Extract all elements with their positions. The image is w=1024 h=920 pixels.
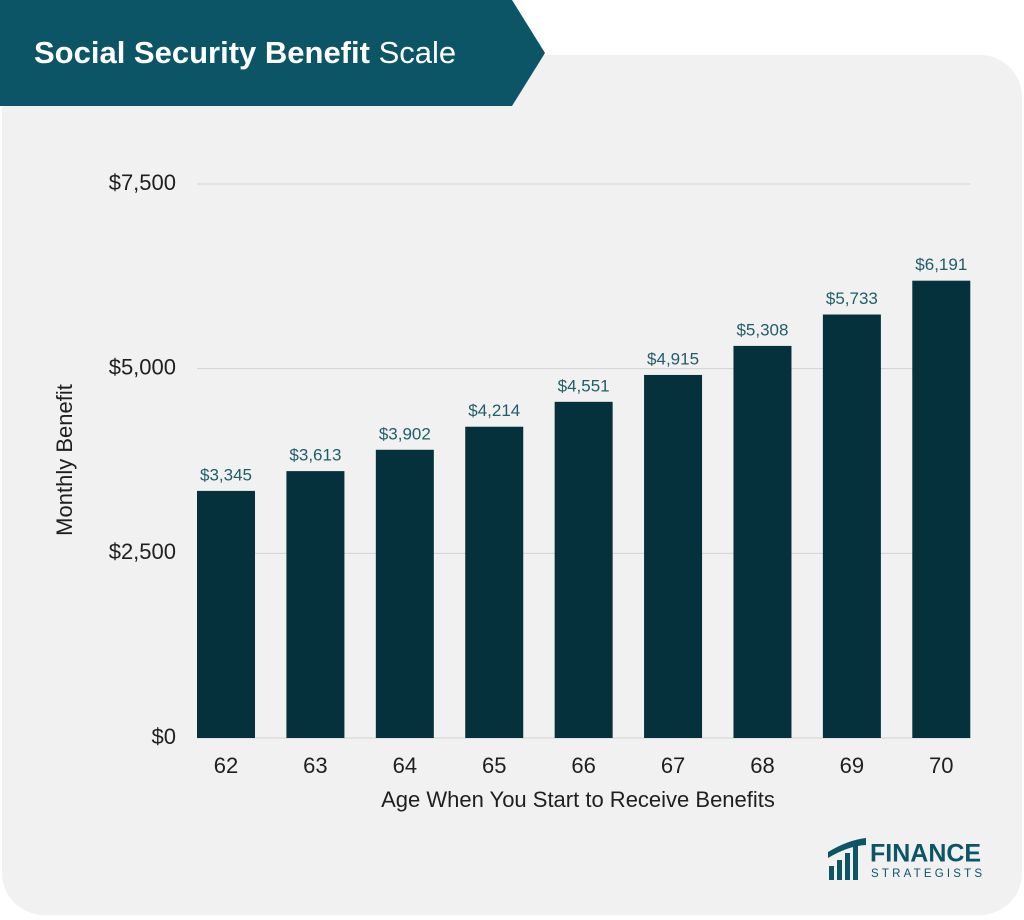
bar <box>375 449 434 738</box>
logo-tagline: STRATEGISTS <box>871 868 985 880</box>
y-tick-label: $7,500 <box>109 170 176 195</box>
value-label: $4,214 <box>468 401 520 420</box>
logo-bar <box>829 866 834 880</box>
value-label: $3,613 <box>289 446 341 465</box>
logo: FINANCE STRATEGISTS <box>828 838 985 880</box>
logo-bar <box>837 860 842 880</box>
logo-swoosh <box>828 838 866 858</box>
y-axis-title: Monthly Benefit <box>52 384 77 536</box>
value-label: $5,733 <box>826 289 878 308</box>
value-label: $6,191 <box>915 255 967 274</box>
bar <box>644 374 703 738</box>
y-tick-label: $5,000 <box>109 354 176 379</box>
logo-bar <box>845 853 850 880</box>
title-banner <box>0 0 545 106</box>
bar <box>912 280 971 738</box>
x-tick-label: 68 <box>750 753 774 778</box>
chart-title: Social Security Benefit Scale <box>34 35 456 70</box>
y-tick-label: $2,500 <box>109 539 176 564</box>
bar <box>554 401 613 738</box>
bar <box>286 471 345 738</box>
chart-title-bold: Social Security Benefit <box>34 35 370 70</box>
logo-name: FINANCE <box>870 840 981 868</box>
value-label: $4,551 <box>558 376 610 395</box>
logo-bar <box>853 846 858 880</box>
bar <box>733 345 792 738</box>
value-label: $3,902 <box>379 424 431 443</box>
x-tick-label: 67 <box>661 753 685 778</box>
x-tick-label: 64 <box>393 753 417 778</box>
value-label: $4,915 <box>647 349 699 368</box>
bar <box>197 490 256 738</box>
bar <box>822 314 881 738</box>
value-label: $3,345 <box>200 465 252 484</box>
x-tick-label: 65 <box>482 753 506 778</box>
x-tick-label: 63 <box>303 753 327 778</box>
y-tick-label: $0 <box>152 724 176 749</box>
bar <box>465 426 524 738</box>
value-label: $5,308 <box>736 320 788 339</box>
x-axis-title: Age When You Start to Receive Benefits <box>381 787 775 812</box>
x-tick-label: 69 <box>840 753 864 778</box>
x-tick-label: 62 <box>214 753 238 778</box>
chart-title-regular: Scale <box>379 35 457 70</box>
x-tick-label: 70 <box>929 753 953 778</box>
x-tick-label: 66 <box>571 753 595 778</box>
